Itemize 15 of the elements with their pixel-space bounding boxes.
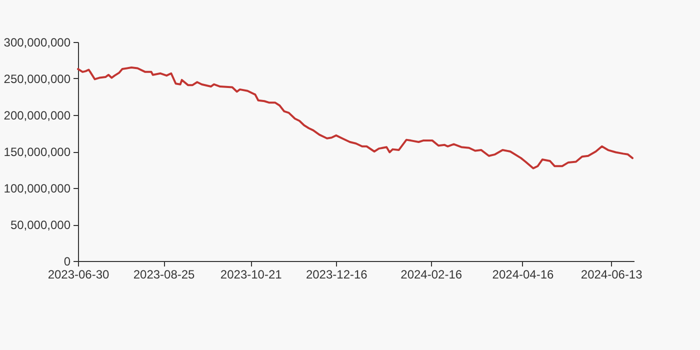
y-tick-label: 300,000,000 (4, 36, 71, 50)
x-tick-label: 2023-12-16 (306, 268, 368, 282)
y-tick-label: 200,000,000 (4, 108, 71, 122)
y-tick-label: 150,000,000 (4, 145, 71, 159)
x-tick-label: 2023-08-25 (133, 268, 196, 282)
x-tick-label: 2023-06-30 (48, 268, 110, 282)
x-tick-label: 2023-10-21 (220, 268, 282, 282)
x-tick-label: 2024-04-16 (492, 268, 554, 282)
y-tick-label: 100,000,000 (4, 182, 71, 196)
x-tick-label: 2024-02-16 (400, 268, 462, 282)
line-series (77, 66, 634, 170)
y-tick-label: 50,000,000 (10, 218, 71, 232)
y-tick-label: 0 (64, 254, 71, 268)
y-tick-label: 250,000,000 (4, 72, 71, 86)
x-tick-label: 2024-06-13 (580, 268, 643, 282)
